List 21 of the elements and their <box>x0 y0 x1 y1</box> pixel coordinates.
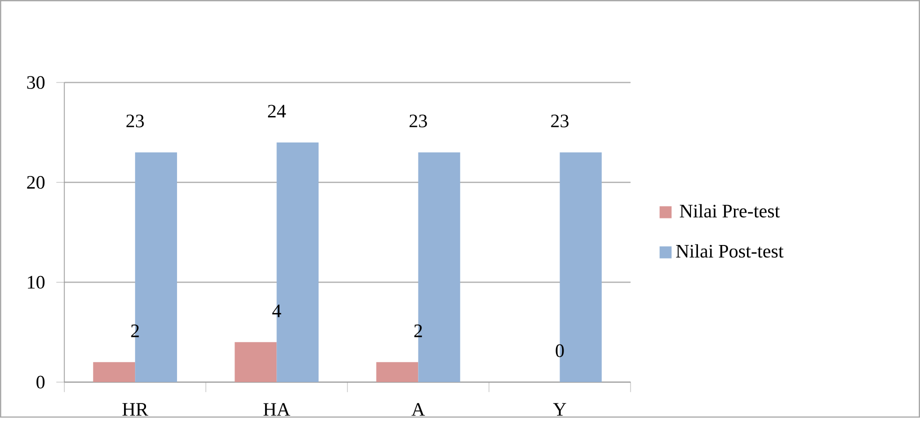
data-label: 24 <box>268 104 286 118</box>
data-label: 2 <box>414 324 422 337</box>
bar <box>376 362 418 382</box>
y-tick-label: 30 <box>27 76 45 89</box>
legend-label: Nilai Post-test <box>676 244 784 258</box>
data-label: 0 <box>556 344 564 357</box>
x-tick-label: Y <box>553 402 566 416</box>
x-tick-label: A <box>412 402 425 416</box>
y-tick-label: 20 <box>27 176 45 189</box>
y-tick-label: 10 <box>28 276 45 288</box>
legend-label: Nilai Pre-test <box>680 204 780 218</box>
x-tick-label: HA <box>263 402 290 416</box>
y-tick-label: 0 <box>36 376 45 388</box>
bar <box>93 362 136 382</box>
data-label: 2 <box>131 324 139 337</box>
bar <box>234 342 277 382</box>
data-label: 4 <box>272 304 282 317</box>
data-label: 23 <box>410 114 427 128</box>
data-label: 23 <box>126 114 144 128</box>
data-label: 23 <box>551 114 569 128</box>
x-tick-label: HR <box>122 402 148 416</box>
